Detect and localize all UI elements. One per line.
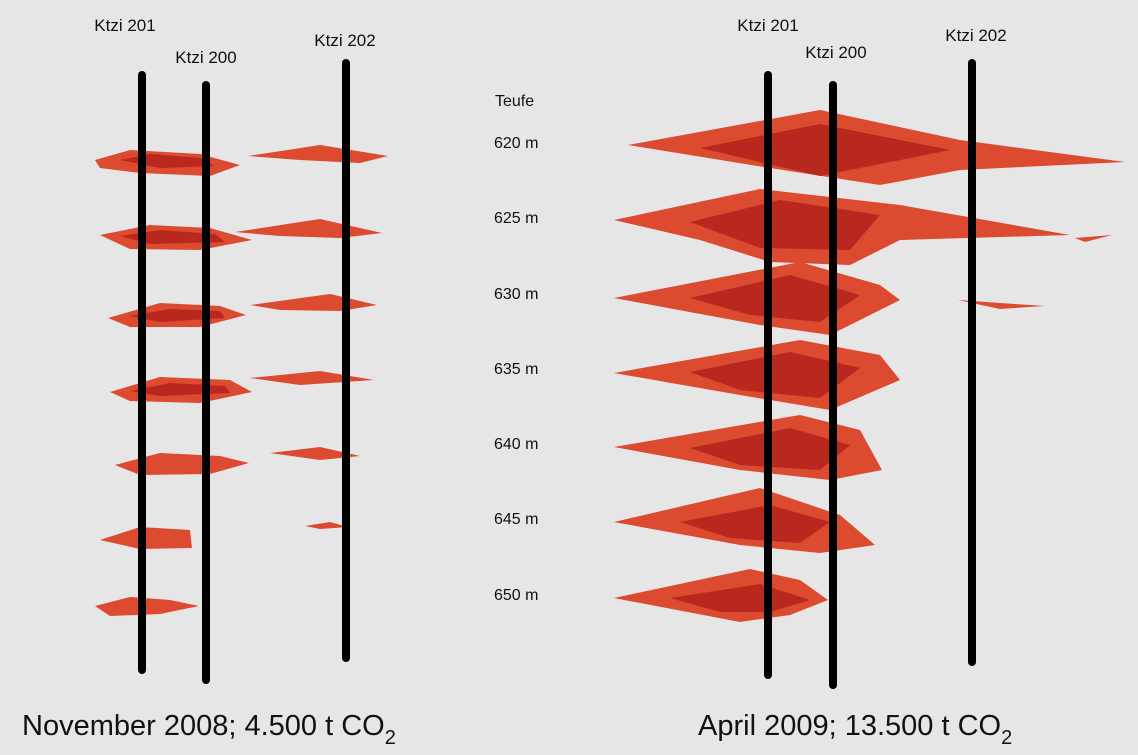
plume (1075, 235, 1112, 242)
plume (958, 300, 1045, 309)
well-label: Ktzi 201 (737, 16, 798, 35)
plume-core (130, 309, 225, 322)
depth-label: 645 m (494, 511, 538, 528)
depth-label: 635 m (494, 361, 538, 378)
plume (305, 522, 348, 529)
plume (95, 597, 199, 616)
depth-label: 650 m (494, 587, 538, 604)
caption-text: November 2008; 4.500 t CO (22, 710, 385, 742)
plume-core (700, 124, 950, 176)
plume-core (120, 230, 225, 244)
depth-header: Teufe (495, 93, 534, 110)
plume (248, 145, 388, 163)
well-label: Ktzi 200 (805, 43, 866, 62)
plume-core (670, 584, 810, 612)
well-label: Ktzi 200 (175, 48, 236, 67)
well-label: Ktzi 202 (314, 31, 375, 50)
caption-subscript: 2 (1001, 727, 1012, 749)
caption: November 2008; 4.500 t CO2 (22, 710, 396, 749)
plume-core (680, 505, 830, 543)
caption-subscript: 2 (385, 727, 396, 749)
depth-label: 630 m (494, 286, 538, 303)
caption-text: April 2009; 13.500 t CO (698, 710, 1001, 742)
well-label: Ktzi 201 (94, 16, 155, 35)
plume (270, 447, 360, 460)
plume-core (690, 275, 860, 322)
depth-label: 625 m (494, 210, 538, 227)
caption: April 2009; 13.500 t CO2 (698, 710, 1012, 749)
plume (115, 453, 249, 475)
plume-core (690, 352, 860, 398)
depth-label: 640 m (494, 436, 538, 453)
depth-label: 620 m (494, 135, 538, 152)
well-label: Ktzi 202 (945, 26, 1006, 45)
